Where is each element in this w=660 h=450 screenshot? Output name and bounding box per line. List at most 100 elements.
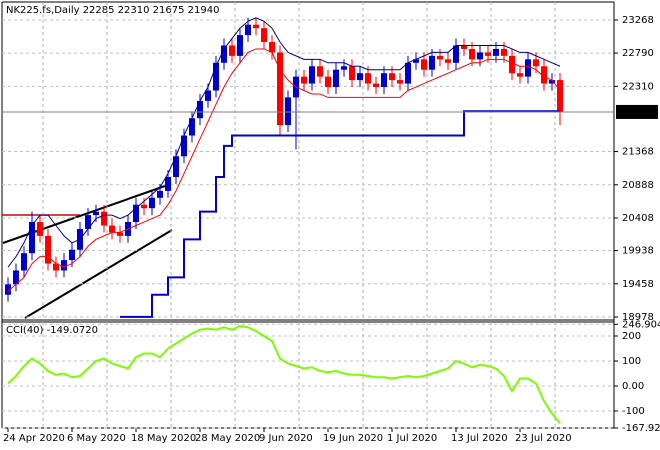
candle-body: [509, 55, 515, 74]
candle-body: [141, 204, 147, 209]
candle-body: [517, 73, 523, 77]
candle-body: [61, 260, 67, 271]
candle-body: [317, 66, 323, 77]
candle-body: [29, 222, 35, 254]
candle-body: [365, 73, 371, 84]
candle-body: [285, 97, 291, 126]
candle-body: [437, 55, 443, 60]
candle-body: [421, 59, 427, 70]
candle-body: [157, 190, 163, 198]
candle-body: [85, 215, 91, 229]
candle-body: [333, 69, 339, 88]
candle-body: [469, 48, 475, 60]
trendline: [24, 229, 173, 319]
candle-body: [373, 83, 379, 88]
candle-body: [245, 24, 251, 36]
candle-body: [21, 253, 27, 271]
candle-body: [349, 66, 355, 81]
candle-body: [205, 90, 211, 101]
y-tick-label: 18978: [622, 312, 654, 323]
y-tick-label: 23268: [622, 15, 654, 26]
y-tick-label: -167.928: [622, 423, 660, 434]
indicator-title: CCI(40) -149.0720: [6, 325, 98, 336]
last-price-label: 21940: [622, 107, 654, 118]
candle-body: [109, 225, 115, 233]
candle-body: [493, 48, 499, 56]
candle-body: [325, 76, 331, 88]
y-tick-label: 200: [622, 331, 641, 342]
candle-body: [5, 284, 11, 295]
candle-body: [237, 35, 243, 56]
candle-body: [301, 76, 307, 84]
y-tick-label: 246.9048: [622, 319, 660, 330]
candle-body: [381, 73, 387, 88]
indicator-line: [7, 17, 561, 268]
candle-body: [229, 45, 235, 56]
candle-body: [429, 55, 435, 70]
candle-body: [69, 249, 75, 261]
candle-body: [445, 59, 451, 63]
candle-body: [101, 211, 107, 226]
candle-body: [557, 80, 563, 112]
candle-body: [461, 45, 467, 49]
candle-body: [453, 45, 459, 63]
candle-body: [501, 48, 507, 56]
x-tick-label: 24 Apr 2020: [3, 433, 65, 444]
y-tick-label: 22310: [622, 81, 654, 92]
candle-body: [533, 59, 539, 67]
x-tick-label: 13 Jul 2020: [451, 433, 508, 444]
candle-body: [13, 270, 19, 285]
candle-body: [117, 232, 123, 236]
x-tick-label: 1 Jul 2020: [387, 433, 437, 444]
y-tick-label: 22790: [622, 48, 654, 59]
chart-title: NK225.fs,Daily 22285 22310 21675 21940: [6, 5, 219, 16]
x-tick-label: 28 May 2020: [195, 433, 260, 444]
candle-body: [149, 197, 155, 209]
candle-body: [549, 80, 555, 84]
y-tick-label: 100: [622, 356, 641, 367]
x-tick-label: 19 Jun 2020: [323, 433, 383, 444]
candle-body: [221, 45, 227, 63]
x-tick-label: 6 May 2020: [67, 433, 126, 444]
y-tick-label: 19458: [622, 279, 654, 290]
indicator-line: [7, 324, 561, 424]
candle-body: [189, 118, 195, 136]
y-tick-label: 21368: [622, 147, 654, 158]
candle-body: [37, 222, 43, 236]
candle-body: [277, 52, 283, 126]
candle-body: [173, 156, 179, 178]
candle-body: [181, 135, 187, 157]
candle-body: [45, 235, 51, 264]
candle-body: [477, 52, 483, 60]
indicator-line: [7, 48, 561, 292]
y-tick-label: -100: [622, 406, 645, 417]
y-tick-label: 20888: [622, 180, 654, 191]
candle-body: [309, 66, 315, 84]
candle-body: [341, 66, 347, 70]
x-tick-label: 9 Jun 2020: [259, 433, 313, 444]
candle-body: [253, 24, 259, 29]
candle-body: [165, 177, 171, 191]
candle-body: [133, 204, 139, 223]
last-price-box: [616, 104, 658, 119]
candle-body: [197, 100, 203, 119]
candle-body: [413, 59, 419, 63]
candle-body: [389, 73, 395, 81]
candle-body: [53, 263, 59, 271]
y-tick-label: 19938: [622, 246, 654, 257]
x-tick-label: 18 May 2020: [131, 433, 196, 444]
y-tick-label: 0.00: [622, 381, 644, 392]
candle-body: [405, 62, 411, 84]
indicator-line: [120, 110, 560, 318]
candle-body: [261, 28, 267, 43]
candle-body: [397, 80, 403, 84]
candle-body: [269, 42, 275, 53]
candle-body: [485, 52, 491, 56]
candle-body: [213, 62, 219, 91]
candle-body: [93, 211, 99, 216]
x-tick-label: 23 Jul 2020: [515, 433, 572, 444]
candle-body: [541, 66, 547, 84]
